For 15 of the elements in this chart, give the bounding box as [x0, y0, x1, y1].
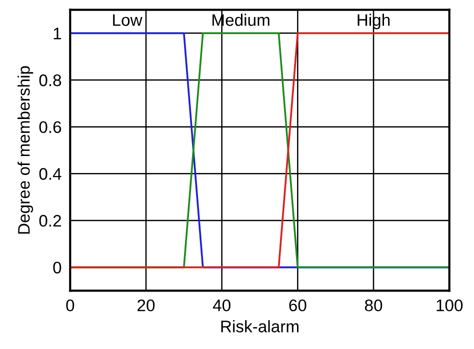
y-tick-label: 1 [54, 28, 62, 40]
series-label: Low [113, 14, 142, 26]
y-tick-label: 0.2 [39, 214, 61, 227]
y-tick-label: 0.6 [39, 121, 62, 134]
y-axis-title: Degree of membership [18, 66, 34, 234]
x-tick-label: 40 [212, 299, 230, 312]
y-tick-label: 0.8 [39, 74, 62, 86]
y-tick-label: 0 [53, 262, 62, 274]
x-tick-label: 60 [289, 299, 306, 312]
y-tick-label: 0.4 [39, 168, 62, 180]
x-tick-label: 80 [364, 299, 382, 312]
x-axis-title: Risk-alarm [221, 320, 298, 332]
x-tick-label: 100 [436, 299, 463, 312]
x-tick-label: 0 [66, 299, 74, 312]
x-tick-label: 20 [138, 299, 155, 312]
